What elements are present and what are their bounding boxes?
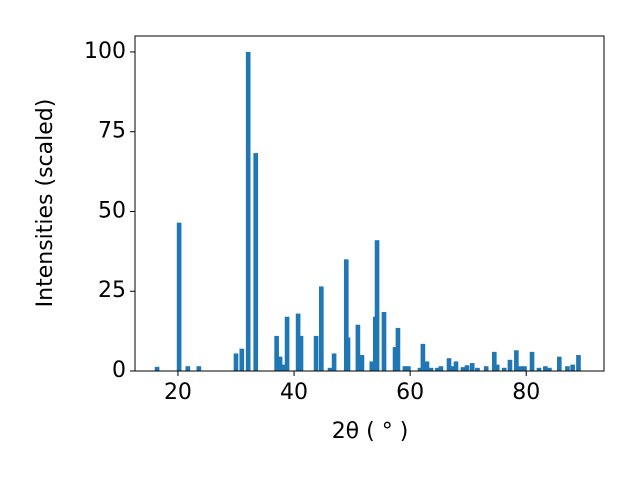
- bar: [460, 367, 466, 371]
- x-tick-label: 20: [164, 380, 192, 405]
- bar: [453, 361, 459, 371]
- bar: [374, 240, 380, 371]
- bar: [491, 351, 497, 371]
- bar: [417, 367, 423, 371]
- bar: [464, 365, 470, 371]
- bar: [253, 153, 259, 371]
- bar: [522, 366, 527, 371]
- bar: [277, 356, 283, 371]
- x-tick-label: 40: [280, 380, 308, 405]
- bar: [420, 343, 426, 371]
- bar: [576, 355, 581, 371]
- bar: [428, 367, 434, 371]
- bar: [570, 364, 575, 371]
- bar: [565, 366, 570, 371]
- bar: [501, 367, 507, 371]
- bar: [543, 366, 548, 371]
- bar: [381, 311, 387, 371]
- bar: [392, 347, 398, 371]
- bar: [475, 367, 480, 371]
- bar: [536, 367, 542, 371]
- bar: [345, 337, 351, 371]
- bar: [469, 363, 475, 371]
- bar: [435, 367, 440, 371]
- bar: [449, 366, 455, 371]
- bar: [280, 364, 286, 371]
- y-tick-label: 100: [84, 39, 126, 64]
- bar: [355, 324, 361, 371]
- bar: [185, 366, 191, 371]
- bar: [245, 51, 251, 371]
- x-axis-label: 2θ ( ° ): [332, 419, 409, 444]
- bar: [518, 366, 523, 371]
- bar: [514, 350, 519, 371]
- bar: [298, 335, 304, 371]
- bar: [494, 364, 500, 371]
- bar: [176, 222, 182, 371]
- bar: [331, 353, 337, 371]
- y-tick-label: 25: [98, 278, 126, 303]
- bar: [483, 366, 489, 371]
- bar: [319, 286, 324, 371]
- bar: [239, 348, 245, 371]
- bar: [274, 335, 279, 371]
- bar: [547, 367, 552, 371]
- y-tick-label: 50: [98, 198, 126, 223]
- x-tick-label: 80: [512, 380, 540, 405]
- bar: [424, 361, 430, 371]
- bar: [196, 366, 202, 371]
- bar: [446, 358, 452, 371]
- bar: [284, 316, 290, 371]
- bar: [343, 259, 349, 371]
- bar: [154, 366, 160, 371]
- y-tick-label: 0: [112, 358, 126, 383]
- y-tick-label: 75: [98, 119, 126, 144]
- bar: [406, 366, 411, 371]
- bar: [233, 353, 239, 371]
- bar: [402, 366, 408, 371]
- bar: [295, 313, 301, 371]
- bar: [507, 359, 513, 371]
- bar: [369, 361, 375, 371]
- bar: [359, 355, 365, 371]
- x-tick-label: 60: [396, 380, 424, 405]
- bar: [395, 327, 401, 371]
- y-axis-label: Intensities (scaled): [33, 99, 58, 308]
- bar: [438, 366, 444, 371]
- bar: [556, 356, 562, 371]
- bar: [327, 367, 333, 371]
- bar: [313, 335, 319, 371]
- plot-frame: [134, 35, 605, 372]
- bar: [529, 351, 535, 371]
